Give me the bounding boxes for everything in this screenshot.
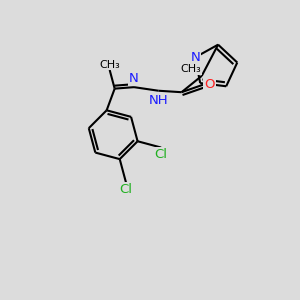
Text: Cl: Cl <box>154 148 168 160</box>
Text: CH₃: CH₃ <box>99 60 120 70</box>
Text: N: N <box>190 51 200 64</box>
Text: N: N <box>129 72 139 85</box>
Text: Cl: Cl <box>119 183 133 196</box>
Text: CH₃: CH₃ <box>180 64 201 74</box>
Text: O: O <box>204 78 215 91</box>
Text: NH: NH <box>148 94 168 107</box>
